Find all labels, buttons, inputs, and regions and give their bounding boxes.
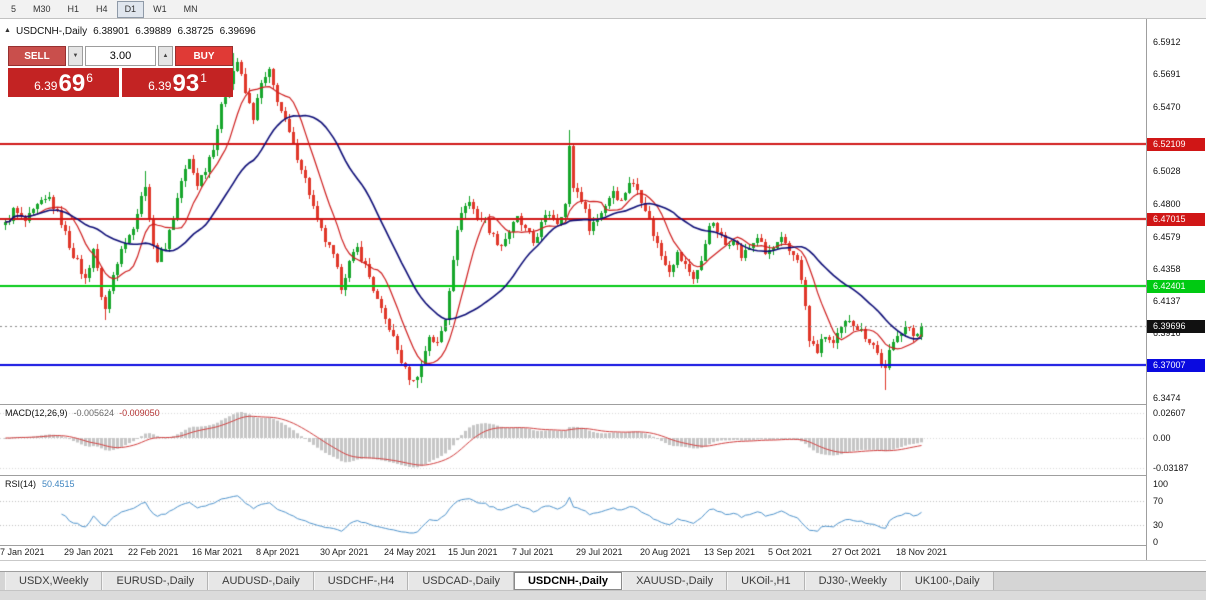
rsi-axis-tick: 0 [1153,537,1159,547]
one-click-panel-toggle-icon[interactable]: ▲ [4,27,11,34]
price-axis-tick: 6.4800 [1153,199,1181,210]
time-axis-label: 16 Mar 2021 [192,547,243,557]
current-price-label: 6.39696 [1147,319,1205,333]
macd-axis-tick: 0.00 [1153,433,1171,443]
timeframe-button-5[interactable]: 5 [11,3,17,14]
price-axis-tick: 6.4137 [1153,296,1181,307]
chart-tab-usdcad-daily[interactable]: USDCAD-,Daily [408,572,514,590]
buy-price-pips: 93 [172,70,200,97]
sell-price-prefix: 6.39 [34,79,58,93]
chart-tab-usdx-weekly[interactable]: USDX,Weekly [5,572,103,590]
time-axis[interactable]: 7 Jan 2021 29 Jan 2021 22 Feb 2021 16 Mar 2… [0,546,1146,560]
rsi-indicator-label: RSI(14) 50.4515 [5,479,75,489]
time-axis-label: 24 May 2021 [384,547,437,557]
buy-price-display[interactable]: 6.39 93 1 [122,68,233,97]
price-axis[interactable]: 6.5912 6.5691 6.5470 6.5028 6.4800 6.4579 6.43… [1146,19,1206,560]
price-axis-tick: 6.4579 [1153,231,1181,242]
price-axis-tick: 6.5912 [1153,37,1181,48]
ohlc-low-value: 6.38725 [177,26,214,37]
chart-window-bottom-border [0,560,1206,561]
chart-tab-ukoil-h1[interactable]: UKOil-,H1 [727,572,805,590]
time-axis-label: 8 Apr 2021 [256,547,300,557]
macd-rsi-separator[interactable] [0,475,1206,476]
time-axis-label: 5 Oct 2021 [768,547,813,557]
chart-tab-xauusd-daily[interactable]: XAUUSD-,Daily [622,572,728,590]
volume-input[interactable]: 3.00 [85,46,156,66]
price-axis-tick: 6.5470 [1153,101,1181,112]
time-axis-label: 13 Sep 2021 [704,547,756,557]
sell-price-point: 6 [86,71,93,85]
ohlc-open-value: 6.38901 [93,26,130,37]
sell-button[interactable]: SELL [8,46,66,66]
rsi-indicator-canvas[interactable] [0,476,1146,545]
rsi-axis-tick: 100 [1153,479,1169,489]
volume-decrease-button[interactable]: ▼ [68,46,83,66]
timeframe-toolbar: 5 M30 H1 H4 D1 W1 MN [0,0,1206,19]
chart-ohlc-readout: USDCNH-,Daily 6.38901 6.39889 6.38725 6.3969… [16,26,262,37]
price-line-label: 6.52109 [1147,138,1205,152]
price-axis-tick: 6.3474 [1153,392,1181,403]
macd-name-label: MACD(12,26,9) [5,408,68,418]
chart-tab-uk100-daily[interactable]: UK100-,Daily [900,572,994,590]
time-axis-label: 22 Feb 2021 [128,547,179,557]
rsi-timeaxis-separator [0,545,1206,546]
macd-signal-value: -0.009050 [119,408,160,418]
timeframe-button-d1[interactable]: D1 [116,0,145,18]
window-bottom-strip [0,590,1206,600]
time-axis-label: 18 Nov 2021 [896,547,948,557]
price-line-label: 6.42401 [1147,280,1205,294]
macd-axis-tick: -0.03187 [1153,462,1189,473]
timeframe-button-mn[interactable]: MN [183,3,198,14]
price-line-label: 6.47015 [1147,212,1205,226]
time-axis-label: 29 Jul 2021 [576,547,623,557]
time-axis-label: 27 Oct 2021 [832,547,882,557]
ohlc-close-value: 6.39696 [219,26,256,37]
trade-prices-row: 6.39 69 6 6.39 93 1 [8,68,233,97]
buy-button[interactable]: BUY [175,46,233,66]
time-axis-label: 30 Apr 2021 [320,547,369,557]
chart-tab-usdchf-h4[interactable]: USDCHF-,H4 [313,572,409,590]
rsi-axis-tick: 70 [1153,496,1164,507]
chart-tab-usdcnh-daily[interactable]: USDCNH-,Daily [513,572,623,590]
sell-price-pips: 69 [58,70,86,97]
ohlc-high-value: 6.39889 [135,26,172,37]
macd-axis-tick: 0.02607 [1153,408,1186,419]
trade-controls-row: SELL ▼ 3.00 ▲ BUY [8,46,233,66]
chart-tab-eurusd-daily[interactable]: EURUSD-,Daily [102,572,209,590]
time-axis-label: 15 Jun 2021 [448,547,498,557]
chart-tab-audusd-daily[interactable]: AUDUSD-,Daily [208,572,314,590]
macd-indicator-canvas[interactable] [0,405,1146,475]
time-axis-label: 29 Jan 2021 [64,547,114,557]
price-axis-tick: 6.4358 [1153,263,1181,274]
macd-main-value: -0.005624 [73,408,115,418]
time-axis-label: 20 Aug 2021 [640,547,691,557]
rsi-axis-tick: 30 [1153,519,1164,530]
sell-price-display[interactable]: 6.39 69 6 [8,68,119,97]
price-line-label: 6.37007 [1147,358,1205,372]
chart-macd-separator[interactable] [0,404,1206,405]
time-axis-label: 7 Jul 2021 [512,547,554,557]
timeframe-button-h1[interactable]: H1 [67,3,80,14]
rsi-name-label: RSI(14) [5,479,37,489]
timeframe-button-m30[interactable]: M30 [33,3,51,14]
chart-symbol-period-label: USDCNH-,Daily [16,26,88,37]
price-axis-tick: 6.5691 [1153,69,1181,80]
price-axis-tick: 6.3916 [1153,328,1181,339]
buy-price-prefix: 6.39 [148,79,172,93]
chart-tab-dj30-weekly[interactable]: DJ30-,Weekly [804,572,901,590]
volume-increase-button[interactable]: ▲ [158,46,173,66]
price-axis-tick: 6.5028 [1153,166,1181,177]
time-axis-label: 7 Jan 2021 [0,547,45,557]
one-click-trading-panel: SELL ▼ 3.00 ▲ BUY 6.39 69 6 6.39 93 1 [8,46,233,97]
timeframe-button-h4[interactable]: H4 [96,3,108,14]
timeframe-button-w1[interactable]: W1 [153,3,167,14]
rsi-value: 50.4515 [42,479,75,489]
buy-price-point: 1 [200,71,207,85]
macd-indicator-label: MACD(12,26,9) -0.005624 -0.009050 [5,408,160,418]
chart-tabs-bar: USDX,Weekly EURUSD-,Daily AUDUSD-,Daily USD… [0,571,1206,590]
